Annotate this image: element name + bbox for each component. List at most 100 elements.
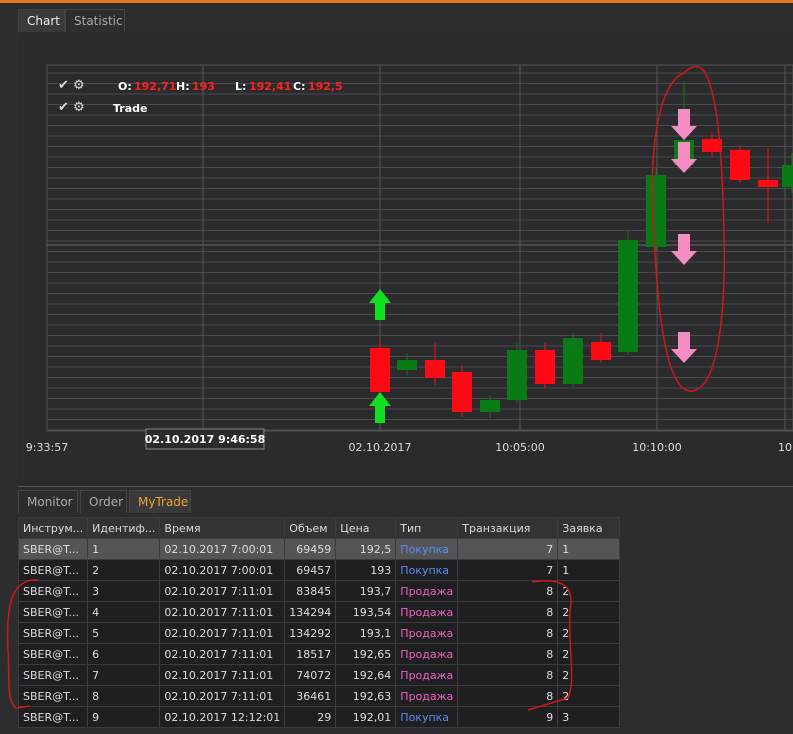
candle-body <box>563 338 583 384</box>
table-row[interactable]: SBER@T... 8 02.10.2017 7:11:01 36461 192,63 П… <box>17 685 621 707</box>
trades-table: Инструм... Идентиф... Время Объем Цена Тип Тра… <box>17 517 621 728</box>
legend-value: 193 <box>192 80 215 93</box>
table-cell: 02.10.2017 7:11:01 <box>159 643 286 665</box>
table-cell: Покупка <box>395 706 459 728</box>
column-header[interactable]: Время <box>159 517 286 539</box>
table-cell: 69459 <box>284 538 337 560</box>
table-cell: Продажа <box>395 580 459 602</box>
candle-body <box>618 240 638 352</box>
cursor-box <box>145 428 265 450</box>
tab[interactable]: Monitor <box>18 490 78 513</box>
table-row[interactable]: SBER@T... 3 02.10.2017 7:11:01 83845 193,7 Пр… <box>17 580 621 602</box>
table-cell: Продажа <box>395 643 459 665</box>
column-header[interactable]: Цена <box>335 517 397 539</box>
table-cell: SBER@T... <box>17 706 89 728</box>
legend-value: 192,71 <box>134 80 176 93</box>
tab[interactable]: Chart <box>18 9 65 32</box>
table-cell: 02.10.2017 7:11:01 <box>159 685 286 707</box>
series-label: Trade <box>113 102 147 115</box>
table-cell: 02.10.2017 7:11:01 <box>159 580 286 602</box>
table-cell: 193,7 <box>335 580 397 602</box>
column-header[interactable]: Объем <box>284 517 337 539</box>
red-bracket-left <box>6 579 39 709</box>
x-label: 10:05:00 <box>495 441 544 454</box>
cursor-label: 02.10.2017 9:46:58 <box>145 433 265 446</box>
tab[interactable]: Order <box>80 490 127 513</box>
sell-arrow <box>671 332 697 363</box>
table-cell: 2 <box>557 580 621 602</box>
table-cell: 02.10.2017 7:00:01 <box>159 559 286 581</box>
table-cell: 193 <box>335 559 397 581</box>
column-header[interactable]: Тип <box>395 517 459 539</box>
table-cell: Покупка <box>395 538 459 560</box>
table-cell: 5 <box>87 622 161 644</box>
table-cell: 193,1 <box>335 622 397 644</box>
table-cell: 83845 <box>284 580 337 602</box>
table-cell: 02.10.2017 7:11:01 <box>159 664 286 686</box>
candle-body <box>591 342 611 360</box>
hand-annotation <box>6 579 573 711</box>
table-cell: 02.10.2017 12:12:01 <box>159 706 286 728</box>
table-row[interactable]: SBER@T... 4 02.10.2017 7:11:01 134294 193,54… <box>17 601 621 623</box>
hand-ellipse <box>651 65 726 392</box>
candle-body <box>480 400 500 412</box>
table-cell: 3 <box>87 580 161 602</box>
table-row[interactable]: SBER@T... 6 02.10.2017 7:11:01 18517 192,65 П… <box>17 643 621 665</box>
table-row[interactable]: SBER@T... 2 02.10.2017 7:00:01 69457 193 Поку… <box>17 559 621 581</box>
table-cell: 2 <box>557 685 621 707</box>
table-cell: SBER@T... <box>17 685 89 707</box>
table-cell: 7 <box>457 538 559 560</box>
table-cell: 02.10.2017 7:00:01 <box>159 538 286 560</box>
sell-arrow <box>671 109 697 140</box>
table-cell: 7 <box>87 664 161 686</box>
table-cell: 9 <box>87 706 161 728</box>
table-cell: Покупка <box>395 559 459 581</box>
table-cell: 29 <box>284 706 337 728</box>
candle-body <box>535 350 555 384</box>
table-cell: 192,65 <box>335 643 397 665</box>
table-cell: 8 <box>457 622 559 644</box>
table-cell: 69457 <box>284 559 337 581</box>
check: ✔ ⚙ <box>58 78 85 93</box>
candle-body <box>702 139 722 152</box>
column-header[interactable]: Идентиф... <box>87 517 161 539</box>
candle-body <box>397 360 417 370</box>
x-label: 10:1 <box>778 441 793 454</box>
table-cell: SBER@T... <box>17 538 89 560</box>
table-header: Инструм... Идентиф... Время Объем Цена Тип Тра… <box>17 517 621 539</box>
table-cell: 192,01 <box>335 706 397 728</box>
table-cell: 02.10.2017 7:11:01 <box>159 622 286 644</box>
table-row[interactable]: SBER@T... 1 02.10.2017 7:00:01 69459 192,5 По… <box>17 538 621 560</box>
candle-body <box>425 360 445 378</box>
tab[interactable]: Statistic <box>65 9 125 32</box>
table-cell: SBER@T... <box>17 601 89 623</box>
legend-value: 192,5 <box>308 80 343 93</box>
table-cell: 192,63 <box>335 685 397 707</box>
legend-label: H: <box>176 80 190 93</box>
table-cell: 8 <box>87 685 161 707</box>
column-header[interactable]: Транзакция <box>457 517 559 539</box>
table-cell: 8 <box>457 580 559 602</box>
chart-panel: ✔ ⚙ ✔ ⚙ O: 192,71 H: 193 L: 192,41 C: 192,5 Trade 9… <box>18 33 793 485</box>
column-header[interactable]: Инструм... <box>17 517 89 539</box>
table-cell: Продажа <box>395 622 459 644</box>
legend-label: L: <box>235 80 246 93</box>
sell-arrow <box>671 142 697 173</box>
candle-body <box>646 175 666 247</box>
red-bracket-right <box>527 580 573 711</box>
table-row[interactable]: SBER@T... 5 02.10.2017 7:11:01 134292 193,1 П… <box>17 622 621 644</box>
candle-body <box>758 180 778 187</box>
table-cell: SBER@T... <box>17 643 89 665</box>
table-cell: 8 <box>457 664 559 686</box>
table-cell: 02.10.2017 7:11:01 <box>159 601 286 623</box>
table-cell: 192,5 <box>335 538 397 560</box>
candle-body <box>730 150 750 180</box>
table-cell: SBER@T... <box>17 580 89 602</box>
candle-body <box>782 165 793 187</box>
table-cell: 1 <box>87 538 161 560</box>
tab[interactable]: MyTrade <box>129 490 191 513</box>
table-row[interactable]: SBER@T... 9 02.10.2017 12:12:01 29 192,01 Пок… <box>17 706 621 728</box>
table-row[interactable]: SBER@T... 7 02.10.2017 7:11:01 74072 192,64 П… <box>17 664 621 686</box>
column-header[interactable]: Заявка <box>557 517 621 539</box>
